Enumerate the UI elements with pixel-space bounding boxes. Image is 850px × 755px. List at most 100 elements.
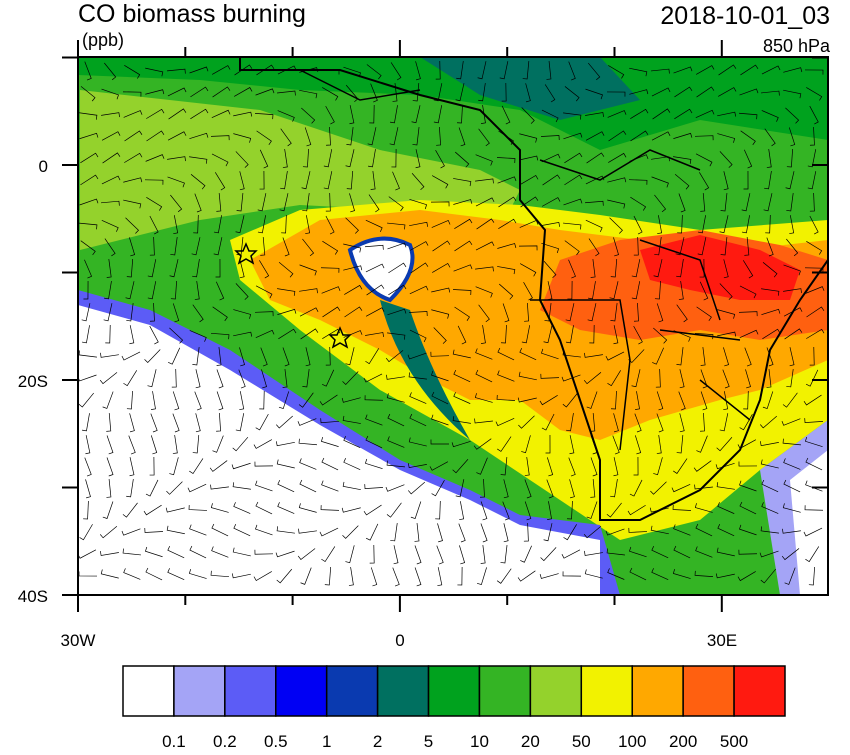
wind-barb xyxy=(495,417,515,427)
wind-barb xyxy=(321,457,339,471)
wind-barb xyxy=(103,303,113,322)
wind-barb xyxy=(453,369,471,383)
wind-barb xyxy=(104,281,112,300)
wind-barb xyxy=(587,303,597,322)
wind-barb xyxy=(475,197,495,207)
wind-barb xyxy=(673,545,691,559)
wind-barb xyxy=(565,303,575,322)
wind-barb xyxy=(540,547,557,562)
wind-barb xyxy=(613,325,619,345)
wind-barb xyxy=(673,458,688,474)
wind-barb xyxy=(304,127,312,147)
wind-barb xyxy=(610,479,618,498)
wind-barb xyxy=(321,480,339,492)
wind-barb xyxy=(342,415,361,424)
wind-barb xyxy=(496,568,512,584)
wind-barb xyxy=(101,112,120,118)
wind-barb xyxy=(277,502,295,514)
wind-barb xyxy=(255,88,275,96)
wind-barb xyxy=(78,571,98,577)
wind-barb xyxy=(693,460,712,472)
wind-barb xyxy=(456,61,464,80)
wind-barb xyxy=(232,547,251,557)
wind-barb xyxy=(260,347,268,367)
wind-barb xyxy=(343,458,361,471)
wind-barb xyxy=(167,131,187,141)
wind-barb xyxy=(278,391,290,410)
wind-barb xyxy=(276,568,293,584)
wind-barb xyxy=(145,567,163,581)
wind-barb xyxy=(650,525,669,535)
wind-barb xyxy=(320,436,339,447)
wind-barb xyxy=(696,435,708,453)
wind-barb xyxy=(633,456,639,476)
wind-barb xyxy=(277,308,297,315)
wind-barb xyxy=(129,457,135,477)
wind-barb xyxy=(392,171,400,191)
wind-barb xyxy=(723,347,730,367)
wind-barb xyxy=(433,327,447,344)
wind-barb xyxy=(298,528,317,534)
wind-barb xyxy=(194,391,202,411)
wind-barb xyxy=(678,193,686,213)
lon-label: 30E xyxy=(707,631,737,650)
wind-barb xyxy=(478,304,490,323)
wind-barb xyxy=(676,259,684,278)
wind-barb xyxy=(524,457,530,476)
wind-barb xyxy=(233,502,251,514)
wind-barb xyxy=(739,285,757,299)
wind-barb xyxy=(585,112,604,118)
wind-barb xyxy=(239,259,245,279)
wind-barb xyxy=(740,64,759,76)
wind-barb xyxy=(342,481,361,491)
wind-barb xyxy=(474,418,493,424)
wind-barb xyxy=(349,105,355,125)
wind-barb xyxy=(259,170,265,190)
wind-barb xyxy=(147,259,157,278)
wind-barb xyxy=(781,548,800,561)
wind-barb xyxy=(189,330,207,342)
wind-barb xyxy=(305,347,311,367)
wind-barb xyxy=(586,501,598,519)
wind-barb xyxy=(193,214,199,234)
wind-barb xyxy=(282,149,288,168)
wind-barb xyxy=(585,200,604,206)
wind-barb xyxy=(650,481,667,495)
wind-barb xyxy=(99,372,118,385)
wind-barb xyxy=(652,108,671,120)
wind-barb xyxy=(169,327,184,344)
wind-barb xyxy=(477,61,487,80)
wind-barb xyxy=(541,348,559,360)
wind-barb xyxy=(387,436,405,448)
wind-barbs xyxy=(78,60,825,587)
wind-barb xyxy=(517,397,537,403)
lon-label: 30W xyxy=(61,631,96,650)
wind-barb xyxy=(129,413,135,433)
wind-barb xyxy=(167,568,185,581)
wind-barb xyxy=(393,545,399,565)
wind-barb xyxy=(564,174,583,186)
wind-barb xyxy=(123,110,143,118)
wind-barb xyxy=(649,507,669,513)
wind-barb xyxy=(370,83,378,103)
wind-barb xyxy=(519,155,539,161)
wind-barb xyxy=(699,281,709,301)
wind-barb xyxy=(431,175,449,189)
wind-barb xyxy=(761,502,779,514)
wind-barb xyxy=(261,369,267,389)
wind-barb xyxy=(282,369,288,388)
wind-barb xyxy=(408,437,427,447)
colorbar: 0.1 0.2 0.5 1 2 5 10 20 50 100 200 500 xyxy=(122,665,786,751)
time: 2018-10-01_03 xyxy=(660,2,830,30)
wind-barb xyxy=(630,130,649,142)
wind-barb xyxy=(695,523,713,537)
colorbar-label: 100 xyxy=(618,732,646,750)
wind-barb xyxy=(762,328,781,340)
axis-ticks xyxy=(62,40,828,612)
wind-barb xyxy=(498,196,517,208)
wind-barb xyxy=(297,548,316,560)
wind-barb xyxy=(260,237,266,256)
wind-barb xyxy=(79,222,98,230)
color-box xyxy=(529,665,583,717)
wind-barb xyxy=(147,369,157,388)
